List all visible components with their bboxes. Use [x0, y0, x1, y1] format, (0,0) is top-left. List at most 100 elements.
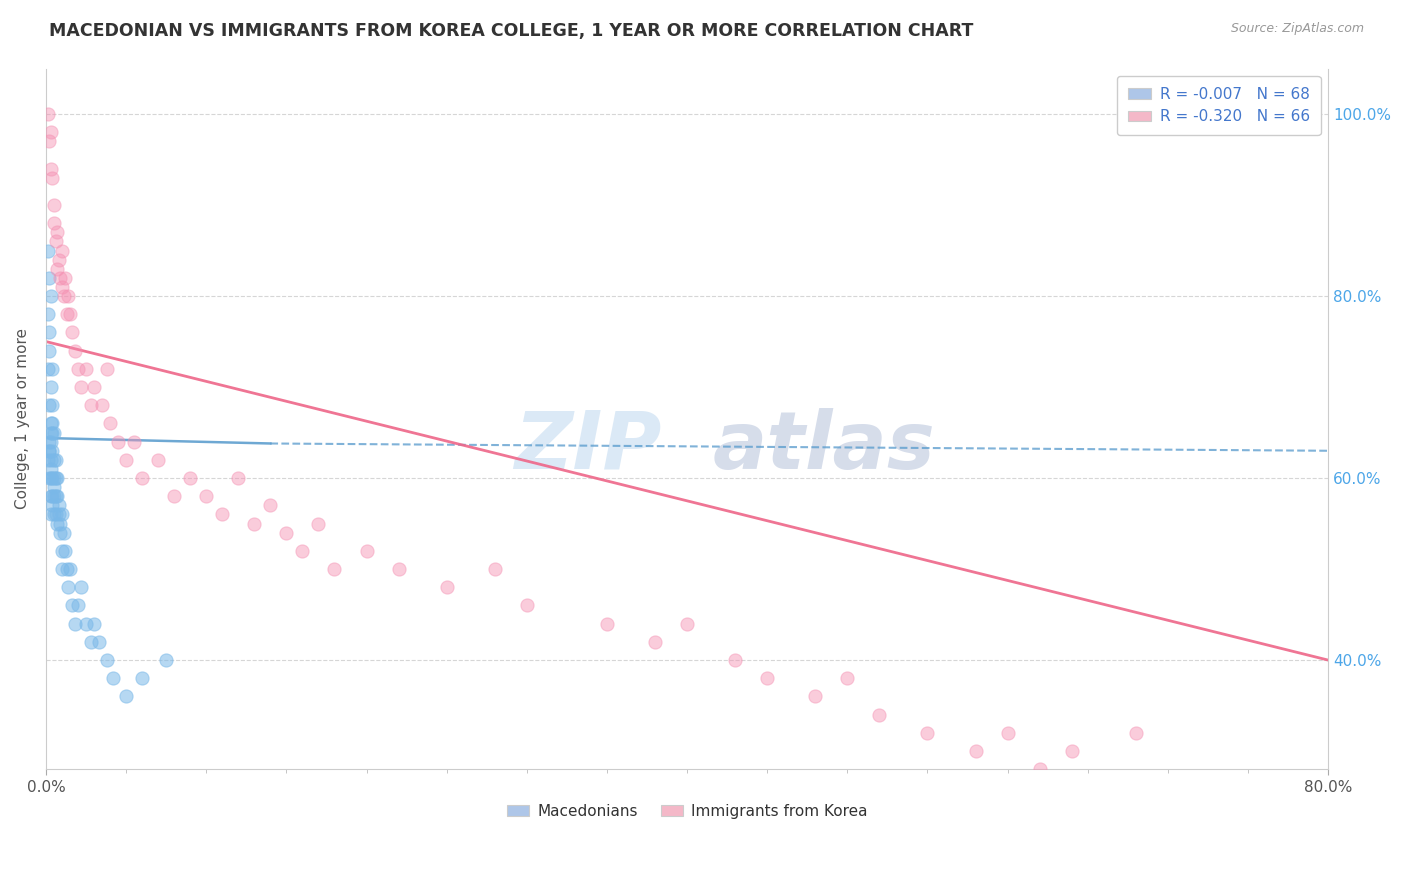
Point [323, 562, 346, 576]
Point [45, 489, 67, 503]
Point [41, 489, 63, 503]
Point [39, 434, 62, 449]
Point [387, 562, 409, 576]
Point [45, 508, 67, 522]
Point [42, 471, 65, 485]
Point [804, 690, 827, 704]
Point [1060, 744, 1083, 758]
Point [39, 489, 62, 503]
Point [49, 525, 72, 540]
Point [39, 425, 62, 440]
Point [39, 417, 62, 431]
Point [59, 307, 82, 321]
Point [42, 198, 65, 212]
Point [70, 580, 93, 594]
Point [56, 562, 79, 576]
Point [42, 508, 65, 522]
Point [46, 261, 69, 276]
Point [98, 417, 121, 431]
Point [80, 635, 103, 649]
Point [37, 307, 59, 321]
Point [75, 616, 97, 631]
Point [53, 270, 76, 285]
Point [38, 443, 60, 458]
Point [46, 471, 69, 485]
Point [42, 216, 65, 230]
Point [39, 161, 62, 176]
Point [39, 462, 62, 476]
Point [115, 690, 138, 704]
Point [37, 244, 59, 258]
Point [756, 671, 779, 685]
Point [42, 453, 65, 467]
Text: Source: ZipAtlas.com: Source: ZipAtlas.com [1230, 22, 1364, 36]
Point [356, 544, 378, 558]
Point [52, 289, 75, 303]
Point [38, 398, 60, 412]
Point [39, 471, 62, 485]
Point [38, 270, 60, 285]
Point [51, 544, 73, 558]
Point [37, 453, 59, 467]
Point [39, 380, 62, 394]
Point [39, 289, 62, 303]
Point [91, 398, 114, 412]
Point [596, 616, 619, 631]
Text: atlas: atlas [713, 408, 935, 486]
Point [41, 425, 63, 440]
Point [41, 170, 63, 185]
Point [516, 599, 538, 613]
Point [42, 480, 65, 494]
Point [96, 653, 118, 667]
Point [51, 508, 73, 522]
Point [155, 653, 177, 667]
Point [70, 380, 93, 394]
Point [41, 362, 63, 376]
Point [122, 434, 145, 449]
Point [56, 307, 79, 321]
Point [38, 471, 60, 485]
Point [259, 499, 281, 513]
Point [644, 635, 666, 649]
Point [96, 362, 118, 376]
Text: MACEDONIAN VS IMMIGRANTS FROM KOREA COLLEGE, 1 YEAR OR MORE CORRELATION CHART: MACEDONIAN VS IMMIGRANTS FROM KOREA COLL… [49, 22, 973, 40]
Point [38, 443, 60, 458]
Point [131, 471, 153, 485]
Point [49, 516, 72, 531]
Point [115, 453, 138, 467]
Point [48, 508, 70, 522]
Point [49, 270, 72, 285]
Point [107, 434, 129, 449]
Point [46, 516, 69, 531]
Point [39, 125, 62, 139]
Point [163, 489, 186, 503]
Point [307, 516, 329, 531]
Point [226, 471, 249, 485]
Point [38, 343, 60, 358]
Point [38, 434, 60, 449]
Point [276, 525, 298, 540]
Point [41, 443, 63, 458]
Point [41, 417, 63, 431]
Point [63, 343, 86, 358]
Point [46, 225, 69, 239]
Point [131, 671, 153, 685]
Point [87, 635, 110, 649]
Point [80, 398, 103, 412]
Point [51, 562, 73, 576]
Point [41, 398, 63, 412]
Point [837, 671, 859, 685]
Point [917, 726, 939, 740]
Point [58, 580, 80, 594]
Point [48, 252, 70, 267]
Point [83, 616, 105, 631]
Point [1125, 726, 1147, 740]
Point [1092, 772, 1115, 786]
Point [59, 562, 82, 576]
Point [41, 499, 63, 513]
Point [60, 599, 83, 613]
Point [60, 326, 83, 340]
Point [58, 289, 80, 303]
Point [436, 580, 458, 594]
Point [53, 544, 76, 558]
